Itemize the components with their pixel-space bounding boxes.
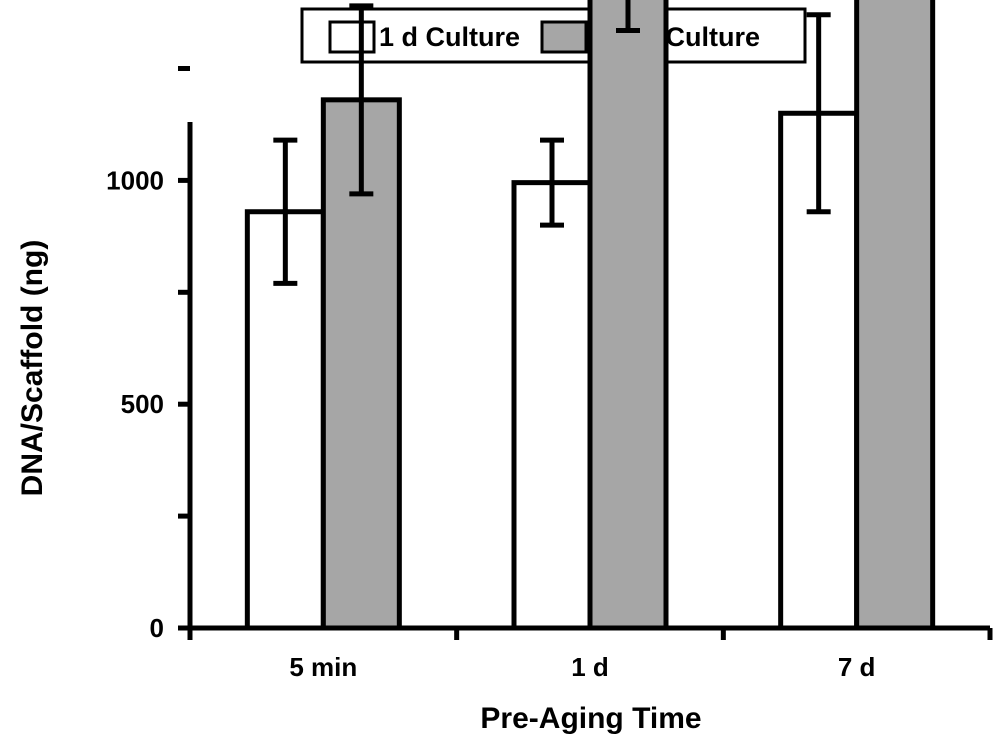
bars	[244, 0, 936, 631]
bar-14-d-culture-2	[854, 0, 936, 631]
y-tick-label: 1000	[106, 165, 164, 195]
bar-1-d-culture-1	[511, 180, 593, 631]
x-tick-label: 5 min	[289, 652, 357, 682]
x-tick-label: 1 d	[571, 652, 609, 682]
legend-swatch-1d-culture	[328, 20, 376, 54]
legend: 1 d Culture 14 d Culture	[300, 7, 807, 64]
error-bars	[273, 0, 831, 286]
y-axis-title: DNA/Scaffold (ng)	[16, 240, 49, 497]
y-tick-label: 500	[121, 389, 164, 419]
y-tick-label: 0	[150, 613, 164, 643]
legend-label-1d-culture: 1 d Culture	[379, 22, 520, 52]
bar-14-d-culture-0	[320, 97, 402, 631]
legend-swatch-14d-culture	[540, 20, 588, 54]
bar-14-d-culture-1	[587, 0, 669, 631]
x-axis-title: Pre-Aging Time	[480, 702, 701, 735]
x-tick-label: 7 d	[838, 652, 876, 682]
